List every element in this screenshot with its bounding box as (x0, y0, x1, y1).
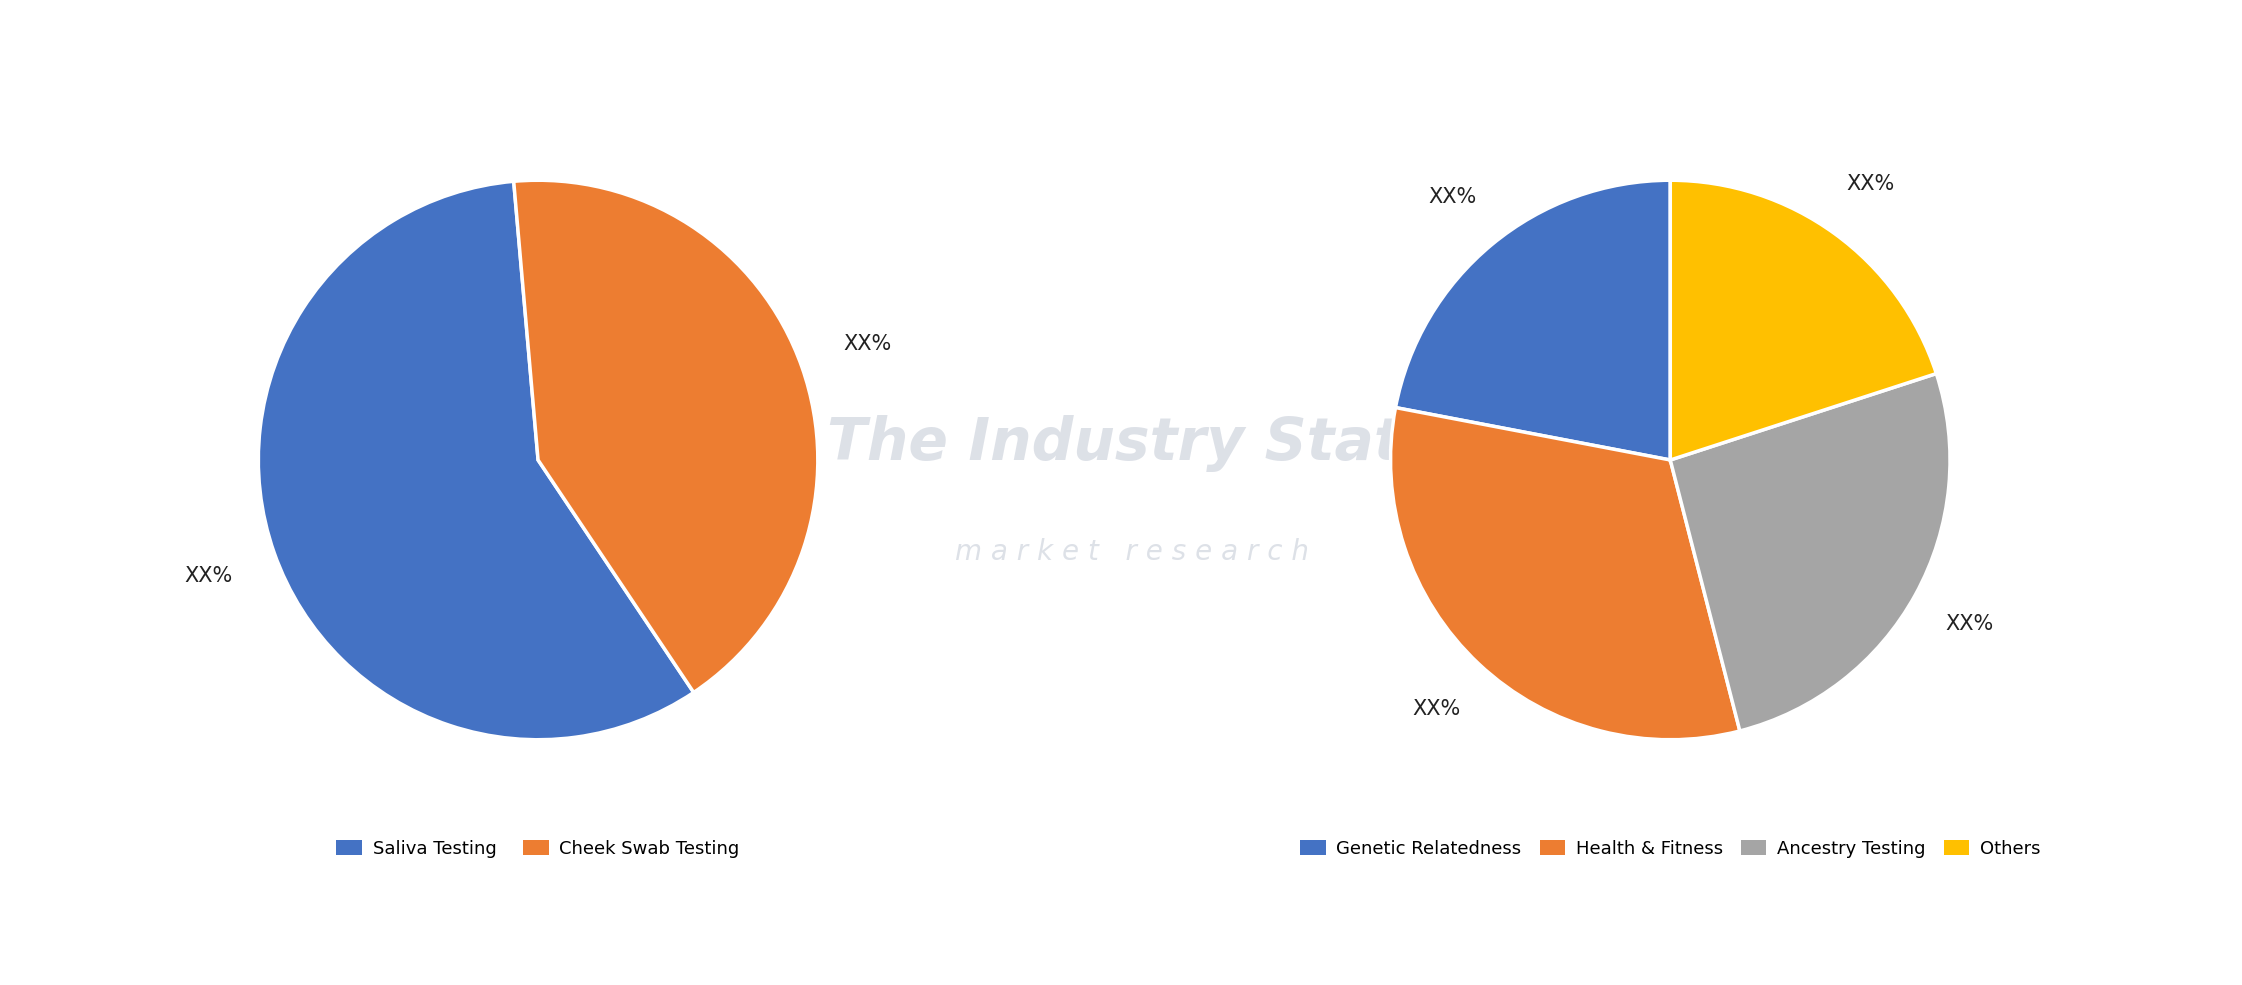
Text: XX%: XX% (1412, 698, 1462, 719)
Text: Email: sales@theindustrystats.com: Email: sales@theindustrystats.com (944, 940, 1298, 957)
Text: XX%: XX% (1428, 187, 1477, 207)
Wedge shape (1390, 408, 1740, 740)
Text: The Industry Stats: The Industry Stats (827, 415, 1437, 472)
Text: XX%: XX% (843, 334, 892, 354)
Wedge shape (513, 180, 818, 692)
Text: XX%: XX% (184, 566, 233, 586)
Legend: Genetic Relatedness, Health & Fitness, Ancestry Testing, Others: Genetic Relatedness, Health & Fitness, A… (1294, 833, 2047, 865)
Wedge shape (1670, 373, 1951, 731)
Legend: Saliva Testing, Cheek Swab Testing: Saliva Testing, Cheek Swab Testing (330, 833, 747, 865)
Wedge shape (1670, 180, 1937, 460)
Text: XX%: XX% (1847, 174, 1894, 194)
Text: m a r k e t   r e s e a r c h: m a r k e t r e s e a r c h (955, 538, 1309, 565)
Wedge shape (258, 181, 693, 740)
Text: Fig. Global DNA Test Kit Market Share by Product Types & Application: Fig. Global DNA Test Kit Market Share by… (29, 38, 1121, 67)
Text: XX%: XX% (1946, 615, 1993, 634)
Text: Website: www.theindustrystats.com: Website: www.theindustrystats.com (1847, 940, 2215, 957)
Wedge shape (1395, 180, 1670, 460)
Text: Source: Theindustrystats Analysis: Source: Theindustrystats Analysis (27, 940, 372, 957)
